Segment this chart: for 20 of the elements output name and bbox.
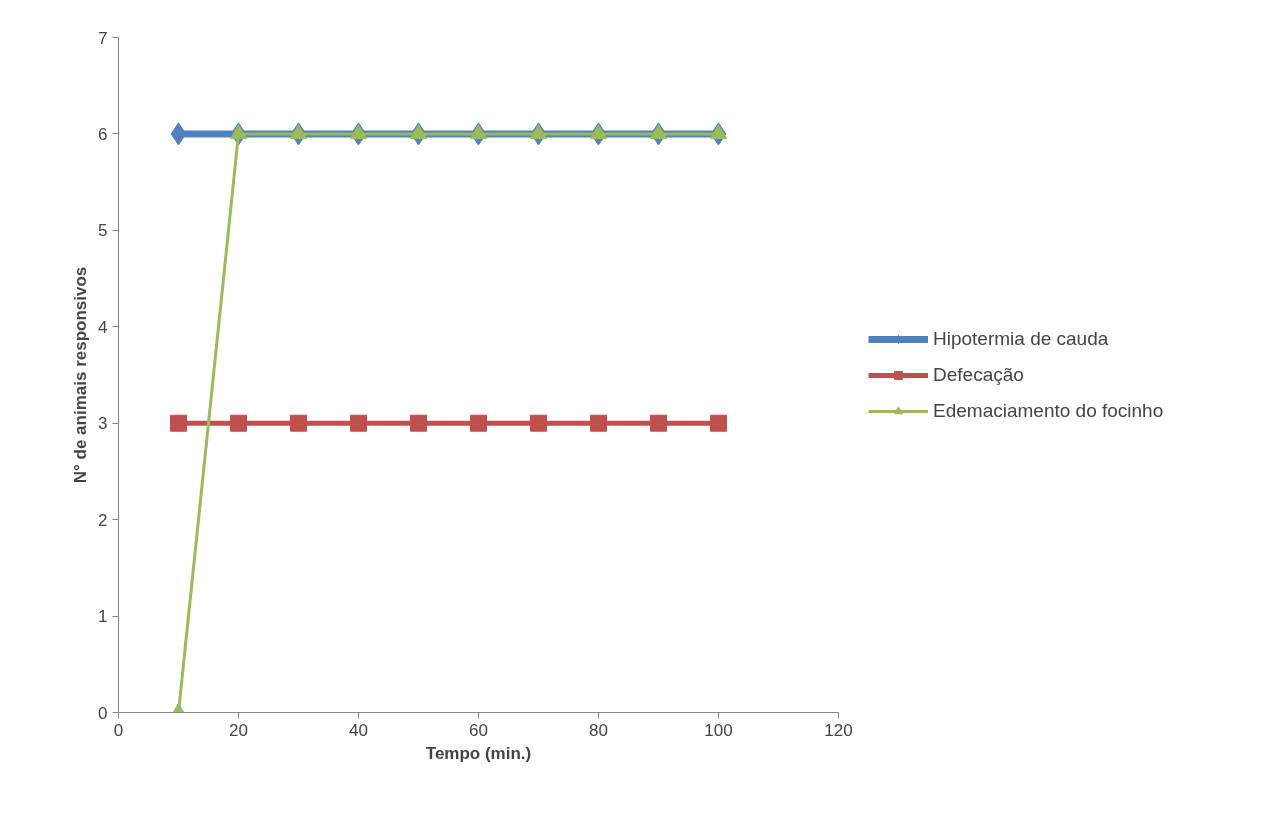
y-tick-label: 5 [98, 221, 108, 241]
x-axis-title: Tempo (min.) [425, 743, 532, 763]
x-tick-label: 40 [349, 720, 368, 740]
x-tick-label: 100 [704, 720, 733, 740]
y-tick-label: 3 [98, 414, 108, 434]
x-tick-label: 20 [229, 720, 248, 740]
y-axis-title: N° de animais responsivos [71, 266, 91, 484]
y-tick-label: 2 [98, 510, 108, 530]
x-tick-label: 80 [589, 720, 608, 740]
x-tick-label: 120 [824, 720, 853, 740]
y-tick-label: 7 [98, 28, 108, 48]
y-tick-label: 6 [98, 124, 108, 144]
legend-label: Defecação [933, 363, 1024, 386]
y-tick-label: 0 [98, 703, 108, 723]
legend-label: Edemaciamento do focinho [933, 399, 1164, 422]
y-tick-label: 1 [98, 607, 108, 627]
legend-label: Hipotermia de cauda [933, 327, 1109, 350]
x-tick-label: 60 [469, 720, 488, 740]
y-tick-label: 4 [98, 317, 108, 337]
x-tick-label: 0 [113, 720, 124, 740]
